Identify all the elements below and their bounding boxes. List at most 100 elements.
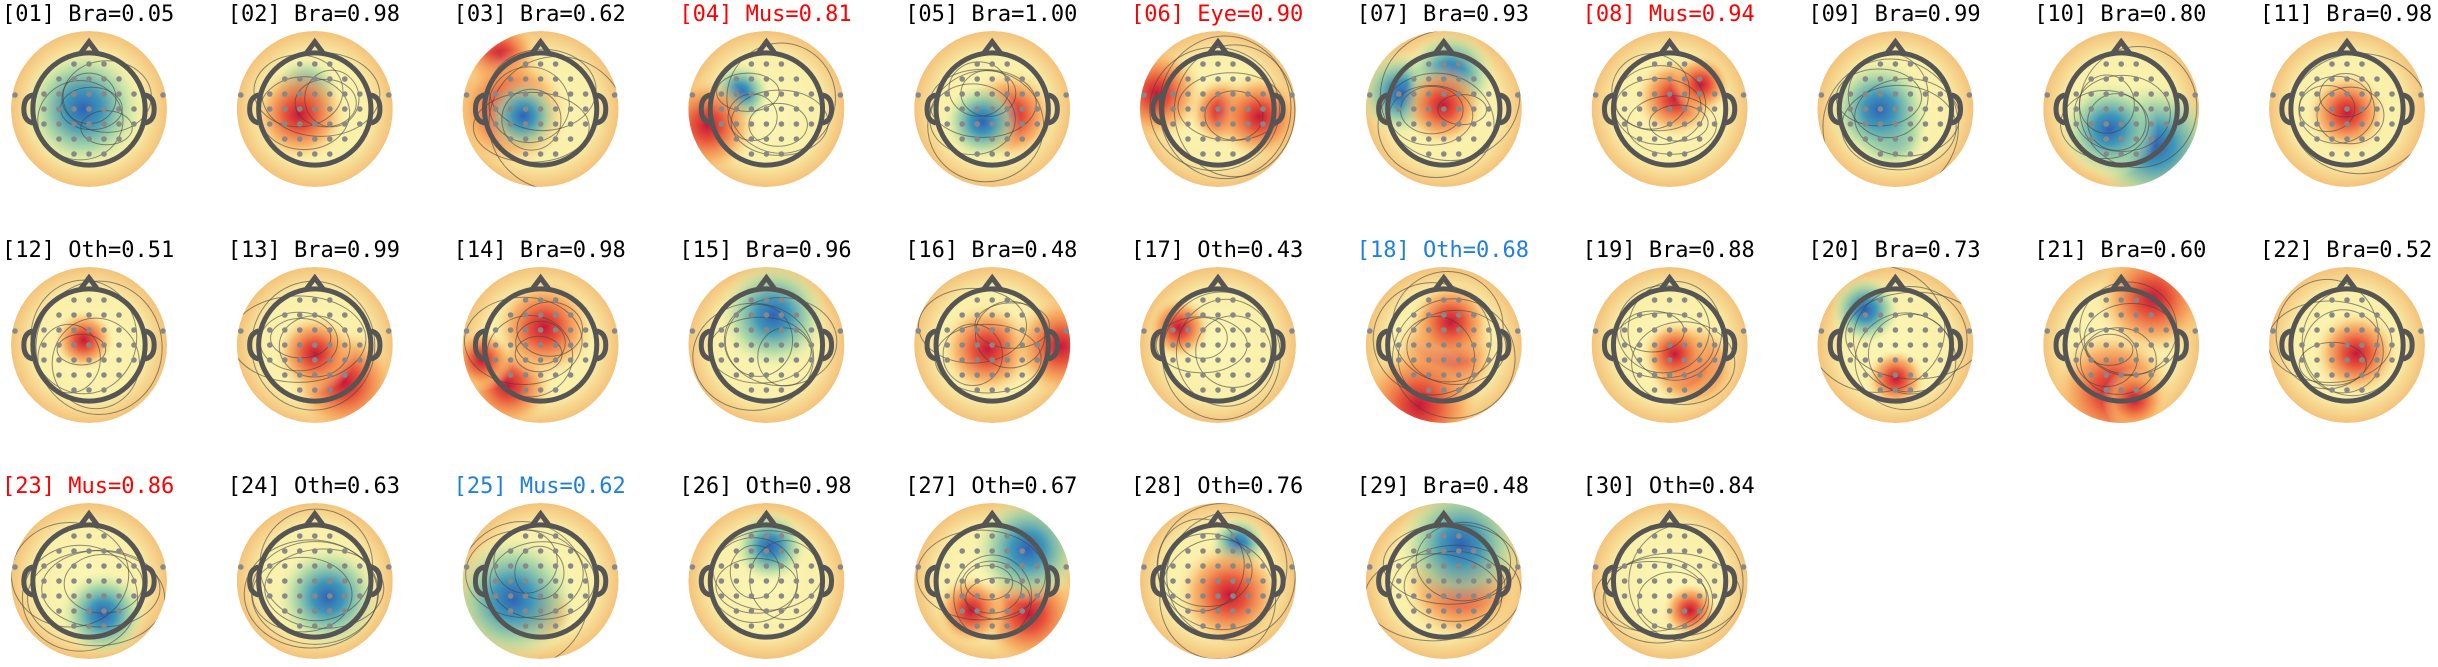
electrode bbox=[297, 91, 303, 97]
electrode bbox=[297, 297, 303, 303]
electrode bbox=[1441, 76, 1447, 82]
electrode bbox=[1215, 106, 1221, 112]
electrode bbox=[763, 312, 770, 318]
electrode bbox=[1907, 151, 1914, 157]
electrode bbox=[1230, 593, 1236, 599]
electrode bbox=[1396, 578, 1402, 584]
electrode bbox=[1034, 106, 1040, 112]
electrode bbox=[1681, 593, 1688, 599]
electrode bbox=[86, 76, 92, 82]
electrode bbox=[327, 578, 333, 584]
electrode bbox=[12, 92, 18, 98]
electrode bbox=[763, 563, 770, 569]
electrode bbox=[1396, 121, 1402, 127]
electrode bbox=[2344, 121, 2350, 127]
electrode bbox=[463, 564, 470, 570]
electrode bbox=[71, 151, 77, 157]
electrode bbox=[2118, 76, 2124, 82]
electrode bbox=[342, 136, 348, 142]
electrode bbox=[1681, 563, 1688, 569]
contour-line bbox=[515, 320, 566, 365]
electrode bbox=[763, 593, 770, 599]
electrode bbox=[71, 608, 77, 614]
electrode bbox=[1170, 121, 1176, 127]
electrode bbox=[1696, 548, 1703, 554]
electrode bbox=[1034, 327, 1040, 333]
electrode bbox=[1666, 61, 1673, 67]
topomap bbox=[2043, 267, 2200, 423]
electrode bbox=[312, 327, 318, 333]
electrode bbox=[12, 328, 18, 334]
electrode bbox=[1907, 61, 1914, 67]
electrode bbox=[1877, 151, 1884, 157]
right-ear bbox=[2176, 92, 2189, 126]
electrode bbox=[1426, 151, 1432, 157]
electrode bbox=[312, 76, 318, 82]
electrode bbox=[2329, 387, 2335, 393]
electrode bbox=[297, 76, 303, 82]
electrode bbox=[793, 327, 800, 333]
contour-line bbox=[35, 280, 163, 415]
electrode bbox=[342, 563, 348, 569]
head-outline bbox=[1836, 50, 1955, 168]
electrode bbox=[2299, 121, 2305, 127]
electrode bbox=[2418, 328, 2424, 334]
head-outline bbox=[1159, 286, 1277, 404]
electrode bbox=[2133, 121, 2139, 127]
electrode bbox=[537, 312, 544, 318]
topomap-blob bbox=[934, 574, 1007, 647]
electrode bbox=[793, 357, 800, 363]
electrode bbox=[2148, 342, 2154, 348]
electrode bbox=[86, 121, 92, 127]
electrode bbox=[959, 106, 965, 112]
electrode bbox=[2073, 342, 2079, 348]
electrode bbox=[1877, 387, 1884, 393]
electrode bbox=[763, 608, 770, 614]
electrode bbox=[86, 608, 92, 614]
electrode bbox=[748, 136, 755, 142]
electrode bbox=[778, 387, 785, 393]
electrode bbox=[357, 563, 363, 569]
electrode bbox=[282, 357, 288, 363]
electrode bbox=[1063, 564, 1069, 570]
electrode bbox=[1486, 121, 1492, 127]
electrode bbox=[763, 61, 770, 67]
electrode bbox=[386, 92, 392, 98]
right-ear bbox=[1047, 564, 1060, 598]
head-outline bbox=[1159, 50, 1277, 168]
left-ear bbox=[472, 92, 486, 126]
electrode bbox=[1681, 312, 1688, 318]
contour-line bbox=[1392, 298, 1516, 419]
electrode bbox=[552, 533, 559, 539]
electrode bbox=[1426, 121, 1432, 127]
contour-line bbox=[1637, 571, 1710, 630]
electrode bbox=[1215, 578, 1221, 584]
electrode bbox=[86, 342, 92, 348]
electrode bbox=[1426, 608, 1432, 614]
head-outline bbox=[1610, 286, 1729, 404]
contour-line bbox=[1648, 104, 1709, 142]
electrode bbox=[2329, 357, 2335, 363]
right-ear bbox=[596, 92, 609, 126]
electrode bbox=[582, 342, 589, 348]
electrode bbox=[2374, 91, 2380, 97]
electrode bbox=[989, 61, 995, 67]
electrode bbox=[282, 136, 288, 142]
topomap bbox=[462, 31, 619, 187]
head-outline bbox=[707, 522, 826, 640]
electrode bbox=[116, 121, 122, 127]
electrode bbox=[312, 387, 318, 393]
right-ear bbox=[821, 92, 835, 126]
electrode bbox=[2133, 342, 2139, 348]
electrode bbox=[2088, 76, 2094, 82]
electrode bbox=[1456, 312, 1462, 318]
electrode bbox=[552, 372, 559, 378]
right-ear bbox=[370, 328, 383, 362]
electrode bbox=[1471, 76, 1477, 82]
electrode bbox=[1681, 91, 1688, 97]
electrode bbox=[86, 623, 92, 629]
topomap bbox=[914, 267, 1071, 423]
electrode bbox=[2133, 372, 2139, 378]
electrode bbox=[1200, 151, 1206, 157]
electrode bbox=[1666, 121, 1673, 127]
